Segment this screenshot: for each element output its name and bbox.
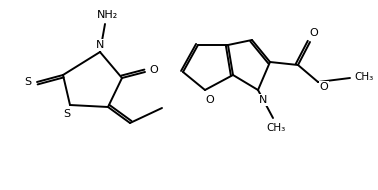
Text: N: N — [96, 40, 104, 50]
Text: CH₃: CH₃ — [355, 72, 373, 82]
Text: CH₃: CH₃ — [266, 123, 286, 133]
Text: O: O — [310, 28, 318, 38]
Text: S: S — [64, 109, 71, 119]
Text: O: O — [206, 95, 214, 105]
Text: NH₂: NH₂ — [96, 10, 118, 20]
Text: N: N — [259, 95, 267, 105]
Text: S: S — [25, 77, 31, 87]
Text: O: O — [150, 65, 158, 75]
Text: O: O — [320, 82, 328, 92]
